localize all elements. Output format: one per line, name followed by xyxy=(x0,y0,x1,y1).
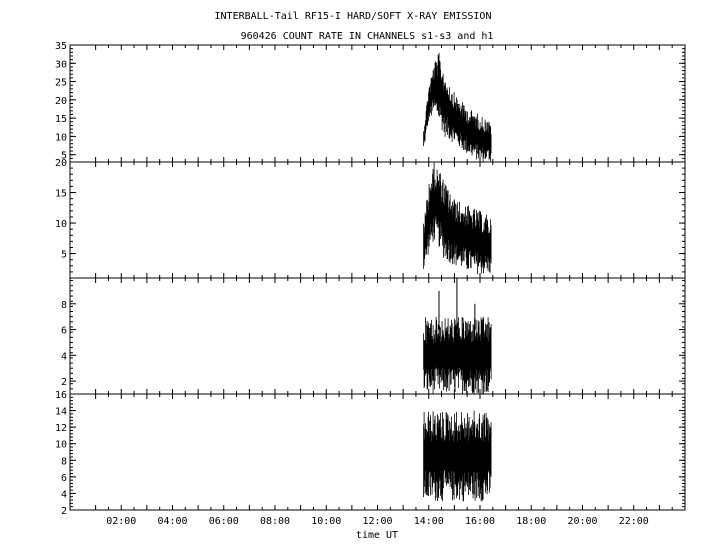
panels-group: 5 10 15 20 25 30 35 5 10 15 20 2 4 6 8 2 4 6 8 10 12 14 16 02:0… xyxy=(55,41,686,527)
y-tick-label: 16 xyxy=(55,390,67,401)
y-tick-label: 10 xyxy=(55,440,67,451)
x-tick-label: 22:00 xyxy=(619,516,649,527)
y-tick-label: 30 xyxy=(55,59,67,70)
y-tick-label: 2 xyxy=(61,377,67,388)
y-tick-label: 6 xyxy=(61,326,67,337)
series-trace xyxy=(423,162,492,275)
y-tick-label: 6 xyxy=(61,473,67,484)
x-tick-label: 02:00 xyxy=(106,516,136,527)
y-tick-label: 10 xyxy=(55,219,67,230)
y-tick-label: 12 xyxy=(55,423,67,434)
x-tick-label: 18:00 xyxy=(516,516,546,527)
y-tick-label: 5 xyxy=(61,250,67,261)
y-tick-label: 10 xyxy=(55,132,67,143)
y-tick-label: 20 xyxy=(55,96,67,107)
y-tick-label: 5 xyxy=(61,151,67,162)
panel-frame xyxy=(69,393,686,511)
y-tick-label: 4 xyxy=(61,489,67,500)
series-trace xyxy=(423,52,492,162)
y-tick-label: 8 xyxy=(61,300,67,311)
chart-subtitle: 960426 COUNT RATE IN CHANNELS s1-s3 and … xyxy=(241,31,494,42)
x-axis-label: time UT xyxy=(356,530,398,541)
x-tick-label: 14:00 xyxy=(414,516,444,527)
x-tick-label: 10:00 xyxy=(311,516,341,527)
y-tick-label: 4 xyxy=(61,351,67,362)
x-tick-label: 20:00 xyxy=(567,516,597,527)
x-tick-label: 06:00 xyxy=(209,516,239,527)
y-tick-label: 2 xyxy=(61,506,67,517)
panel-frame xyxy=(69,44,686,163)
x-tick-label: 16:00 xyxy=(465,516,495,527)
x-tick-label: 04:00 xyxy=(157,516,187,527)
panel-frame xyxy=(69,277,686,395)
y-tick-label: 25 xyxy=(55,78,67,89)
y-tick-label: 8 xyxy=(61,456,67,467)
x-tick-label: 08:00 xyxy=(260,516,290,527)
y-tick-label: 35 xyxy=(55,41,67,52)
y-tick-label: 14 xyxy=(55,407,67,418)
panel-frame xyxy=(69,161,686,279)
x-tick-label: 12:00 xyxy=(362,516,392,527)
y-tick-label: 15 xyxy=(55,114,67,125)
y-tick-label: 15 xyxy=(55,189,67,200)
y-tick-label: 20 xyxy=(55,158,67,169)
series-trace xyxy=(423,316,492,394)
chart-title: INTERBALL-Tail RF15-I HARD/SOFT X-RAY EM… xyxy=(215,11,492,22)
series-trace xyxy=(423,410,492,502)
